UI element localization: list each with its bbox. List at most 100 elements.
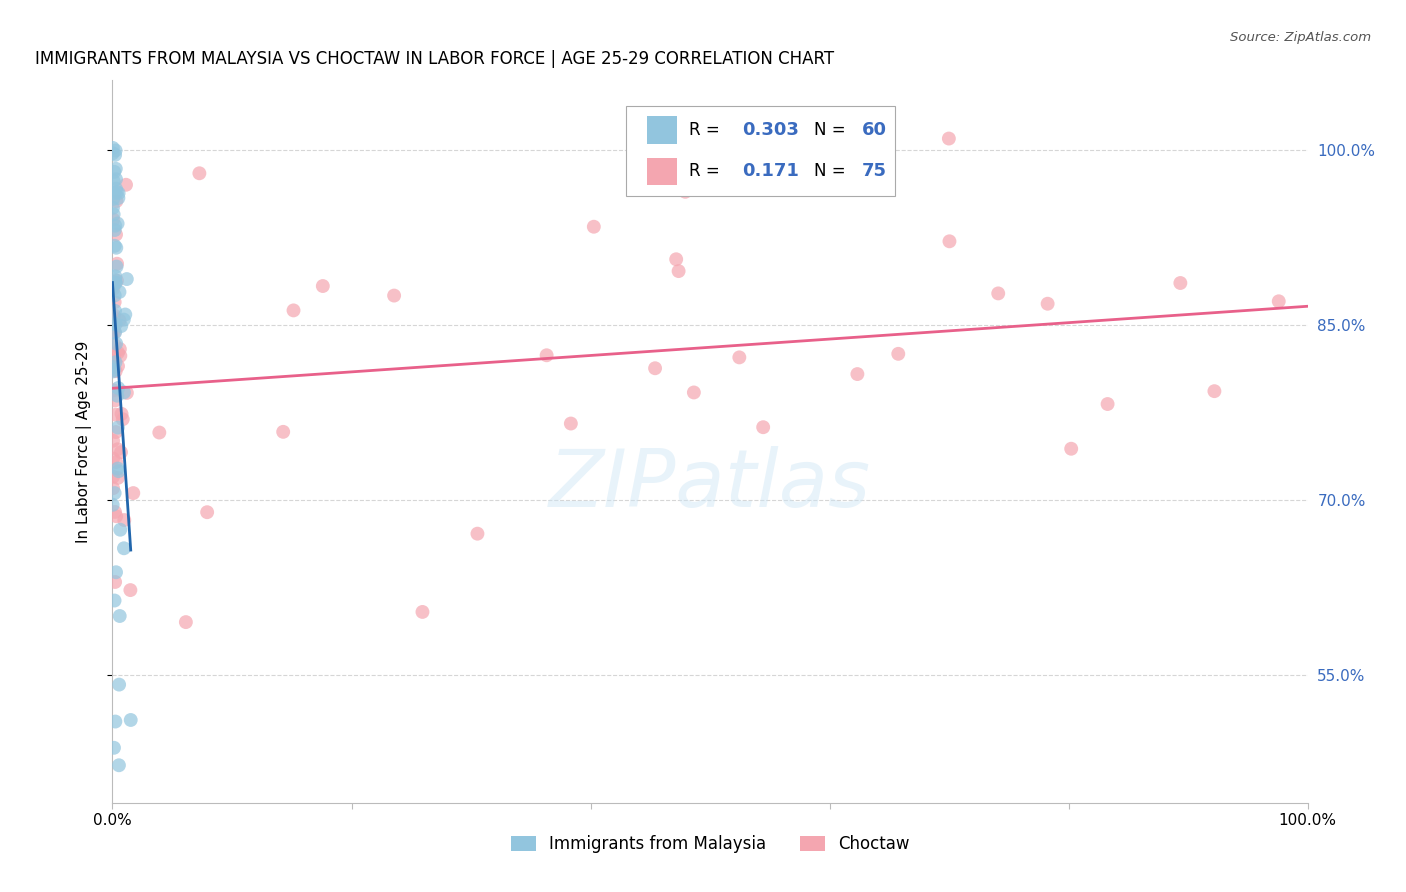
Point — [101, 498, 124, 512]
Bar — [647, 116, 676, 144]
Point — [105, 509, 128, 524]
Text: IMMIGRANTS FROM MALAYSIA VS CHOCTAW IN LABOR FORCE | AGE 25-29 CORRELATION CHART: IMMIGRANTS FROM MALAYSIA VS CHOCTAW IN L… — [35, 50, 834, 68]
Point — [938, 235, 960, 249]
Point — [103, 363, 125, 377]
Point — [104, 326, 127, 340]
Point — [101, 451, 124, 466]
Point — [174, 615, 197, 629]
Point — [110, 349, 132, 363]
Point — [887, 347, 910, 361]
Point — [107, 217, 129, 231]
Point — [382, 288, 405, 302]
Point — [112, 541, 135, 556]
Point — [104, 486, 127, 500]
Point — [101, 364, 124, 378]
Text: ZIPatlas: ZIPatlas — [548, 446, 872, 524]
Point — [103, 207, 125, 221]
Point — [108, 285, 131, 299]
Point — [271, 425, 294, 439]
Point — [107, 464, 129, 478]
Point — [104, 714, 127, 729]
Point — [104, 219, 127, 233]
Text: N =: N = — [814, 121, 851, 139]
Point — [101, 434, 124, 448]
Text: 0.171: 0.171 — [742, 162, 799, 180]
Point — [148, 425, 170, 440]
Point — [673, 185, 696, 199]
Point — [107, 442, 129, 457]
Point — [103, 349, 125, 363]
Point — [105, 185, 128, 199]
Point — [668, 264, 690, 278]
Point — [101, 192, 124, 206]
Point — [1267, 294, 1289, 309]
Point — [312, 279, 335, 293]
Point — [103, 354, 125, 368]
Point — [103, 282, 125, 296]
Text: R =: R = — [689, 162, 724, 180]
Point — [108, 313, 131, 327]
Point — [110, 445, 132, 459]
Point — [104, 355, 127, 369]
Point — [115, 272, 138, 286]
Point — [103, 212, 125, 227]
Point — [103, 186, 125, 200]
Legend: Immigrants from Malaysia, Choctaw: Immigrants from Malaysia, Choctaw — [503, 828, 917, 860]
Point — [105, 194, 128, 208]
Point — [1204, 384, 1226, 399]
Point — [987, 286, 1010, 301]
Point — [104, 276, 127, 290]
Point — [105, 336, 128, 351]
Point — [1097, 397, 1119, 411]
Point — [101, 469, 124, 483]
Point — [104, 269, 127, 284]
Point — [1036, 296, 1059, 310]
Point — [104, 148, 127, 162]
Point — [104, 223, 127, 237]
Point — [101, 481, 124, 495]
Point — [101, 275, 124, 289]
Text: 75: 75 — [862, 162, 887, 180]
Point — [103, 593, 125, 607]
Point — [103, 310, 125, 325]
Point — [108, 609, 131, 624]
Point — [104, 295, 127, 310]
Point — [104, 393, 127, 408]
Point — [938, 131, 960, 145]
Point — [104, 276, 127, 290]
Point — [101, 141, 124, 155]
Point — [105, 182, 128, 196]
Point — [107, 191, 129, 205]
Point — [105, 260, 128, 274]
Point — [560, 417, 582, 431]
Point — [105, 257, 128, 271]
Point — [120, 583, 142, 598]
FancyBboxPatch shape — [627, 105, 896, 196]
Point — [103, 165, 125, 179]
Point — [120, 713, 142, 727]
Text: 60: 60 — [862, 121, 887, 139]
Point — [108, 677, 131, 691]
Point — [105, 274, 128, 288]
Point — [107, 471, 129, 485]
Point — [104, 338, 127, 352]
Point — [110, 523, 132, 537]
Point — [104, 288, 127, 302]
Text: Source: ZipAtlas.com: Source: ZipAtlas.com — [1230, 31, 1371, 45]
Point — [103, 384, 125, 398]
Point — [105, 566, 128, 580]
Point — [104, 425, 127, 439]
Point — [105, 241, 128, 255]
Point — [104, 574, 127, 589]
Point — [105, 172, 128, 186]
Point — [536, 348, 558, 362]
Point — [104, 505, 127, 519]
Point — [108, 342, 131, 356]
Point — [103, 360, 125, 375]
Point — [112, 513, 135, 527]
Point — [103, 317, 125, 331]
Point — [114, 308, 136, 322]
Point — [115, 178, 138, 192]
Point — [195, 505, 218, 519]
Point — [104, 408, 127, 422]
